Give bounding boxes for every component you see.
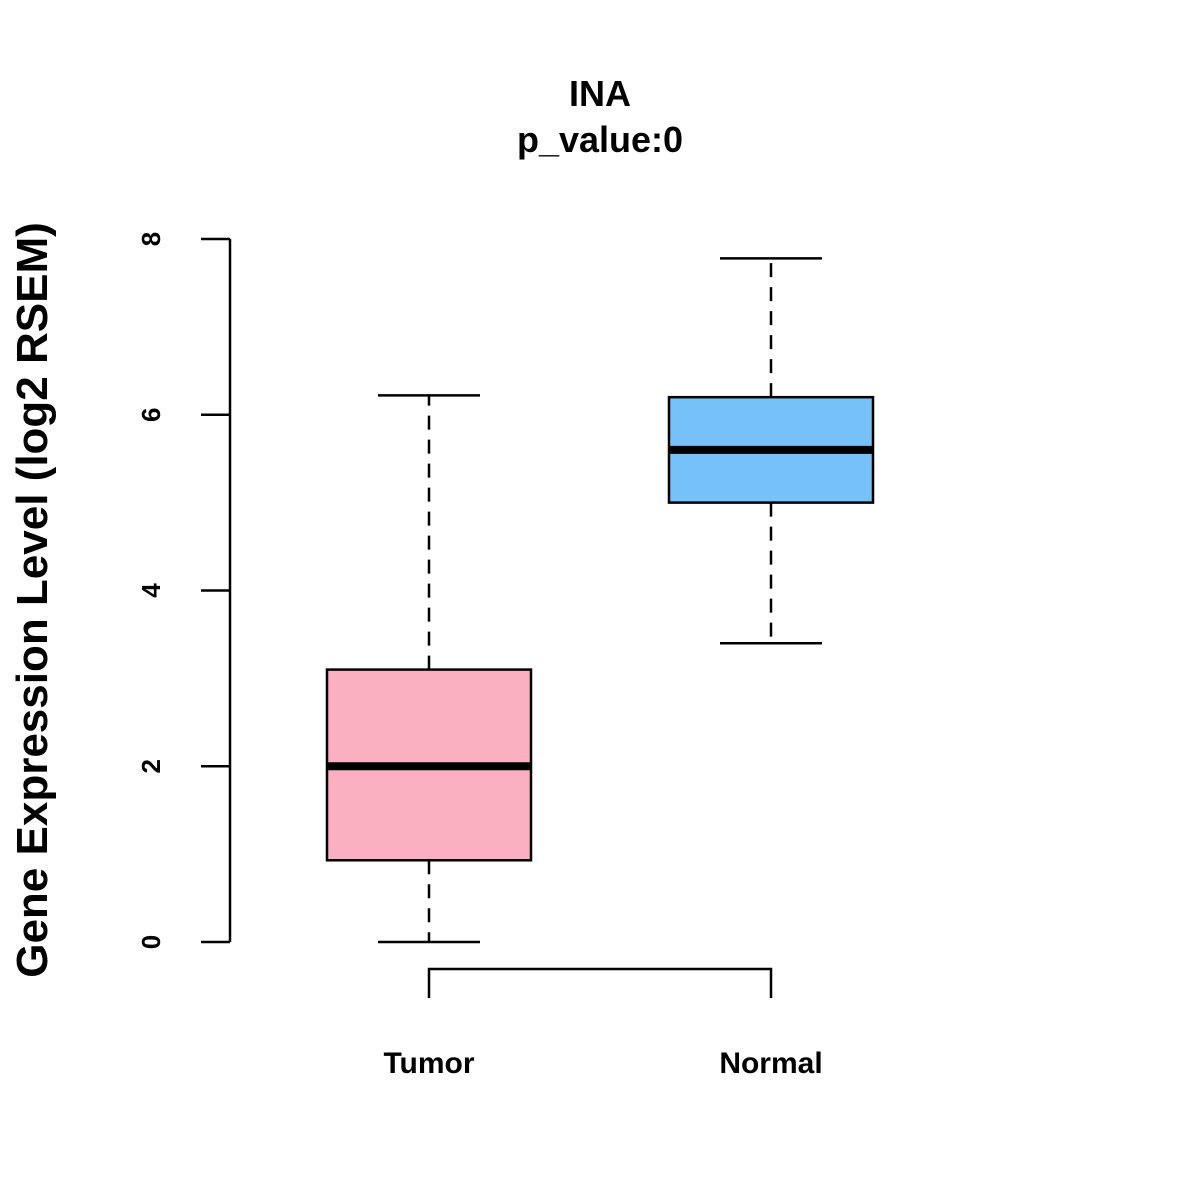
box-tumor — [325, 394, 533, 944]
bracket-line — [427, 967, 773, 998]
y-axis: 0 2 4 6 8 — [136, 232, 232, 949]
box-series — [325, 257, 875, 944]
category-label-normal: Normal — [719, 1047, 822, 1080]
category-label-tumor: Tumor — [383, 1047, 474, 1080]
chart-subtitle: p_value:0 — [517, 119, 683, 160]
y-tick-label: 8 — [136, 232, 166, 246]
comparison-bracket — [427, 967, 773, 998]
y-tick-label: 4 — [136, 583, 166, 598]
chart-title: INA — [569, 73, 631, 114]
box-normal — [667, 257, 875, 645]
y-tick-label: 0 — [136, 935, 166, 949]
x-axis-category-labels: Tumor Normal — [383, 1047, 822, 1080]
y-tick-label: 2 — [136, 759, 166, 773]
y-axis-label: Gene Expression Level (log2 RSEM) — [8, 222, 57, 978]
y-tick-label: 6 — [136, 408, 166, 422]
